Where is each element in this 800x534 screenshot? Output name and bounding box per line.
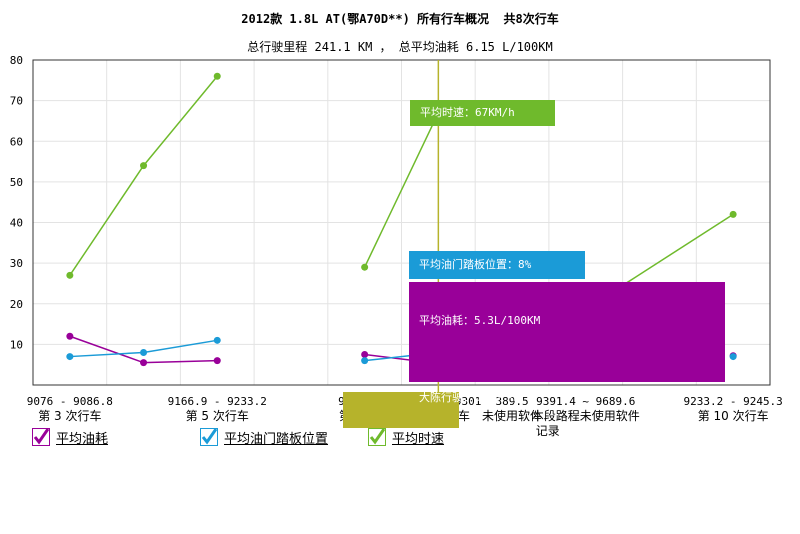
data-point — [361, 357, 369, 365]
data-point — [66, 332, 74, 340]
x-tick-label: 9391.4 ~ 9689.6 — [536, 395, 635, 408]
series-line — [363, 112, 440, 268]
x-tick-label: 9166.9 - 9233.2 — [168, 395, 267, 408]
data-point — [66, 353, 74, 361]
x-category-label: 本段路程未使用软件 — [532, 408, 640, 423]
y-tick-label: 40 — [10, 217, 23, 230]
y-tick-label: 80 — [10, 54, 23, 67]
x-category-highlight — [343, 392, 459, 428]
tooltip-trip-details: 平均油耗：5.3L/100KM 大陈行驶：65.6 KM 历时：59分钟 起止里… — [409, 282, 725, 521]
x-tick-label: 9076 - 9086.8 — [27, 395, 113, 408]
tooltip-time: 起止时间：11月01日15:54 - 11月01日16:54 — [419, 508, 658, 521]
x-category-label: 第 5 次行车 — [186, 408, 249, 423]
x-category-label: 第 10 次行车 — [698, 408, 769, 423]
checkbox-checked-icon[interactable] — [200, 428, 218, 446]
checkbox-checked-icon[interactable] — [368, 428, 386, 446]
legend-label-pedal: 平均油门踏板位置 — [224, 431, 329, 447]
chart-subtitle: 总行驶里程 241.1 KM ， 总平均油耗 6.15 L/100KM — [247, 40, 553, 54]
y-tick-label: 70 — [10, 95, 23, 108]
data-point — [213, 72, 221, 80]
data-point — [213, 357, 221, 365]
x-category-label: 未使用软件 — [482, 408, 542, 423]
data-point — [361, 263, 369, 271]
legend-toggle-pedal[interactable]: 平均油门踏板位置 — [200, 426, 328, 448]
checkbox-checked-icon[interactable] — [32, 428, 50, 446]
x-tick-label: 389.5 — [495, 395, 528, 408]
data-point — [729, 353, 737, 361]
tooltip-speed: 平均时速：67KM/h — [410, 100, 555, 126]
tooltip-duration: 历时：59分钟 — [419, 430, 488, 443]
data-point — [66, 271, 74, 279]
y-tick-label: 50 — [10, 176, 23, 189]
chart-title: 2012款 1.8L AT(鄂A70D**) 所有行车概况 共8次行车 — [241, 12, 559, 26]
data-point — [140, 349, 148, 356]
plot-border — [32, 59, 771, 386]
data-point — [140, 359, 148, 367]
legend-toggle-fuel[interactable]: 平均油耗 — [32, 426, 108, 448]
chart-legend: 平均油耗 平均油门踏板位置 平均时速 — [0, 426, 800, 450]
legend-toggle-speed[interactable]: 平均时速 — [368, 426, 444, 448]
x-tick-label: 9233.2 - 9245.3 — [683, 395, 782, 408]
y-tick-label: 20 — [10, 298, 23, 311]
series-line — [625, 213, 734, 285]
tooltip-driver: 大陈行驶：65.6 KM — [419, 391, 521, 404]
data-point — [213, 336, 221, 344]
y-tick-label: 10 — [10, 338, 23, 351]
data-point — [361, 351, 369, 359]
legend-label-speed: 平均时速 — [392, 431, 445, 447]
data-point — [140, 162, 148, 170]
legend-label-fuel: 平均油耗 — [56, 431, 109, 447]
y-tick-label: 30 — [10, 257, 23, 270]
tooltip-pedal: 平均油门踏板位置：8% — [409, 251, 585, 279]
x-category-label: 记录 — [536, 424, 560, 438]
tooltip-mileage: 起止里程：9235.4 - 9301 — [419, 469, 561, 482]
x-category-label: 第 3 次行车 — [38, 408, 101, 423]
tooltip-fuel: 平均油耗：5.3L/100KM — [419, 314, 541, 327]
y-tick-label: 60 — [10, 135, 23, 148]
